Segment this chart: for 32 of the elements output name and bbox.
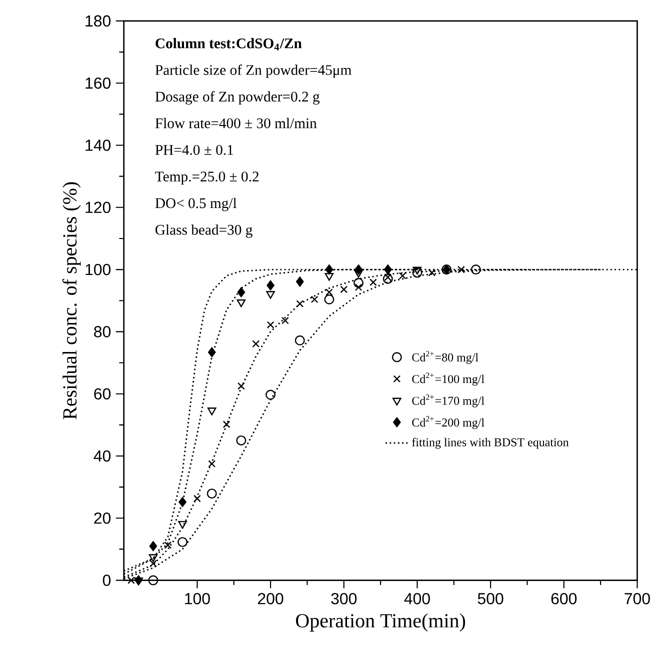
annotation: Particle size of Zn powder=45μm (155, 64, 352, 78)
x-tick-label: 200 (258, 592, 284, 604)
y-tick-label: 80 (94, 326, 111, 338)
legend-label: Cd$^{2+}$=100 mg/l (412, 372, 484, 386)
legend-label: fitting lines with BDST equation (412, 438, 569, 449)
y-tick-label: 100 (86, 264, 111, 276)
y-tick-label: 120 (86, 202, 111, 213)
y-tick-label: 20 (94, 512, 111, 524)
y-tick-label: 160 (86, 77, 111, 89)
legend-label: Cd$^{2+}$=170 mg/l (412, 394, 484, 408)
x-tick-label: 300 (331, 592, 357, 604)
x-tick-label: 600 (551, 592, 577, 604)
annotation: Glass bead=30 g (156, 224, 252, 238)
legend-label: Cd$^{2+}$=80 mg/l (412, 350, 478, 364)
y-tick-label: 40 (94, 450, 111, 462)
annotation: PH=4.0 ± 0.1 (155, 144, 234, 155)
x-tick-label: 700 (624, 592, 650, 604)
annotation: Dosage of Zn powder=0.2 g (155, 91, 320, 105)
annotation: Column test:CdSO$_{4}$/Zn (156, 38, 302, 50)
x-tick-label: 500 (478, 592, 504, 604)
y-axis-title: Residual conc. of species (%) (62, 182, 81, 420)
x-tick-label: 400 (404, 592, 430, 604)
annotation: Flow rate=400 ± 30 ml/min (155, 118, 317, 128)
legend-label: Cd$^{2+}$=200 mg/l (412, 416, 484, 429)
y-tick-label: 180 (86, 15, 111, 27)
annotation: DO< 0.5 mg/l (155, 198, 237, 212)
y-tick-label: 140 (86, 140, 111, 151)
y-tick-label: 60 (94, 388, 111, 400)
annotation: Temp.=25.0 ± 0.2 (155, 172, 259, 184)
y-tick-label: 0 (102, 574, 111, 586)
x-axis-title: Operation Time(min) (296, 613, 466, 632)
x-tick-label: 100 (185, 592, 210, 604)
